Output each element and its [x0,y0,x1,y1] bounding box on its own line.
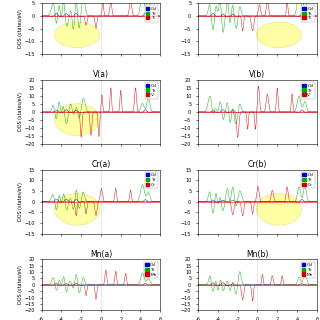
Legend: Cd, Te, Cr: Cd, Te, Cr [301,172,315,188]
Legend: Cd, Te, V: Cd, Te, V [301,82,315,99]
Title: Mn(a): Mn(a) [90,250,112,259]
Title: Cr(b): Cr(b) [248,160,267,169]
Ellipse shape [55,22,100,48]
Ellipse shape [55,104,100,136]
Y-axis label: DOS (states/eV): DOS (states/eV) [18,9,23,48]
Ellipse shape [256,22,301,48]
Legend: Cd, Te, Mn: Cd, Te, Mn [300,261,315,278]
Legend: Cd, Te, Ti: Cd, Te, Ti [145,5,158,22]
Title: Mn(b): Mn(b) [246,250,269,259]
Legend: Cd, Te, V: Cd, Te, V [145,82,158,99]
Legend: Cd, Te, Mn: Cd, Te, Mn [144,261,158,278]
Legend: Cd, Te, Ti: Cd, Te, Ti [301,5,315,22]
Title: Cr(a): Cr(a) [91,160,110,169]
Ellipse shape [256,193,301,225]
Ellipse shape [55,193,100,225]
Legend: Cd, Te, Cr: Cd, Te, Cr [145,172,158,188]
Y-axis label: DOS (states/eV): DOS (states/eV) [18,92,23,132]
Title: V(b): V(b) [249,70,266,79]
Y-axis label: DOS (states/eV): DOS (states/eV) [18,266,23,304]
Title: V(a): V(a) [93,70,109,79]
Y-axis label: DOS (states/eV): DOS (states/eV) [18,182,23,221]
